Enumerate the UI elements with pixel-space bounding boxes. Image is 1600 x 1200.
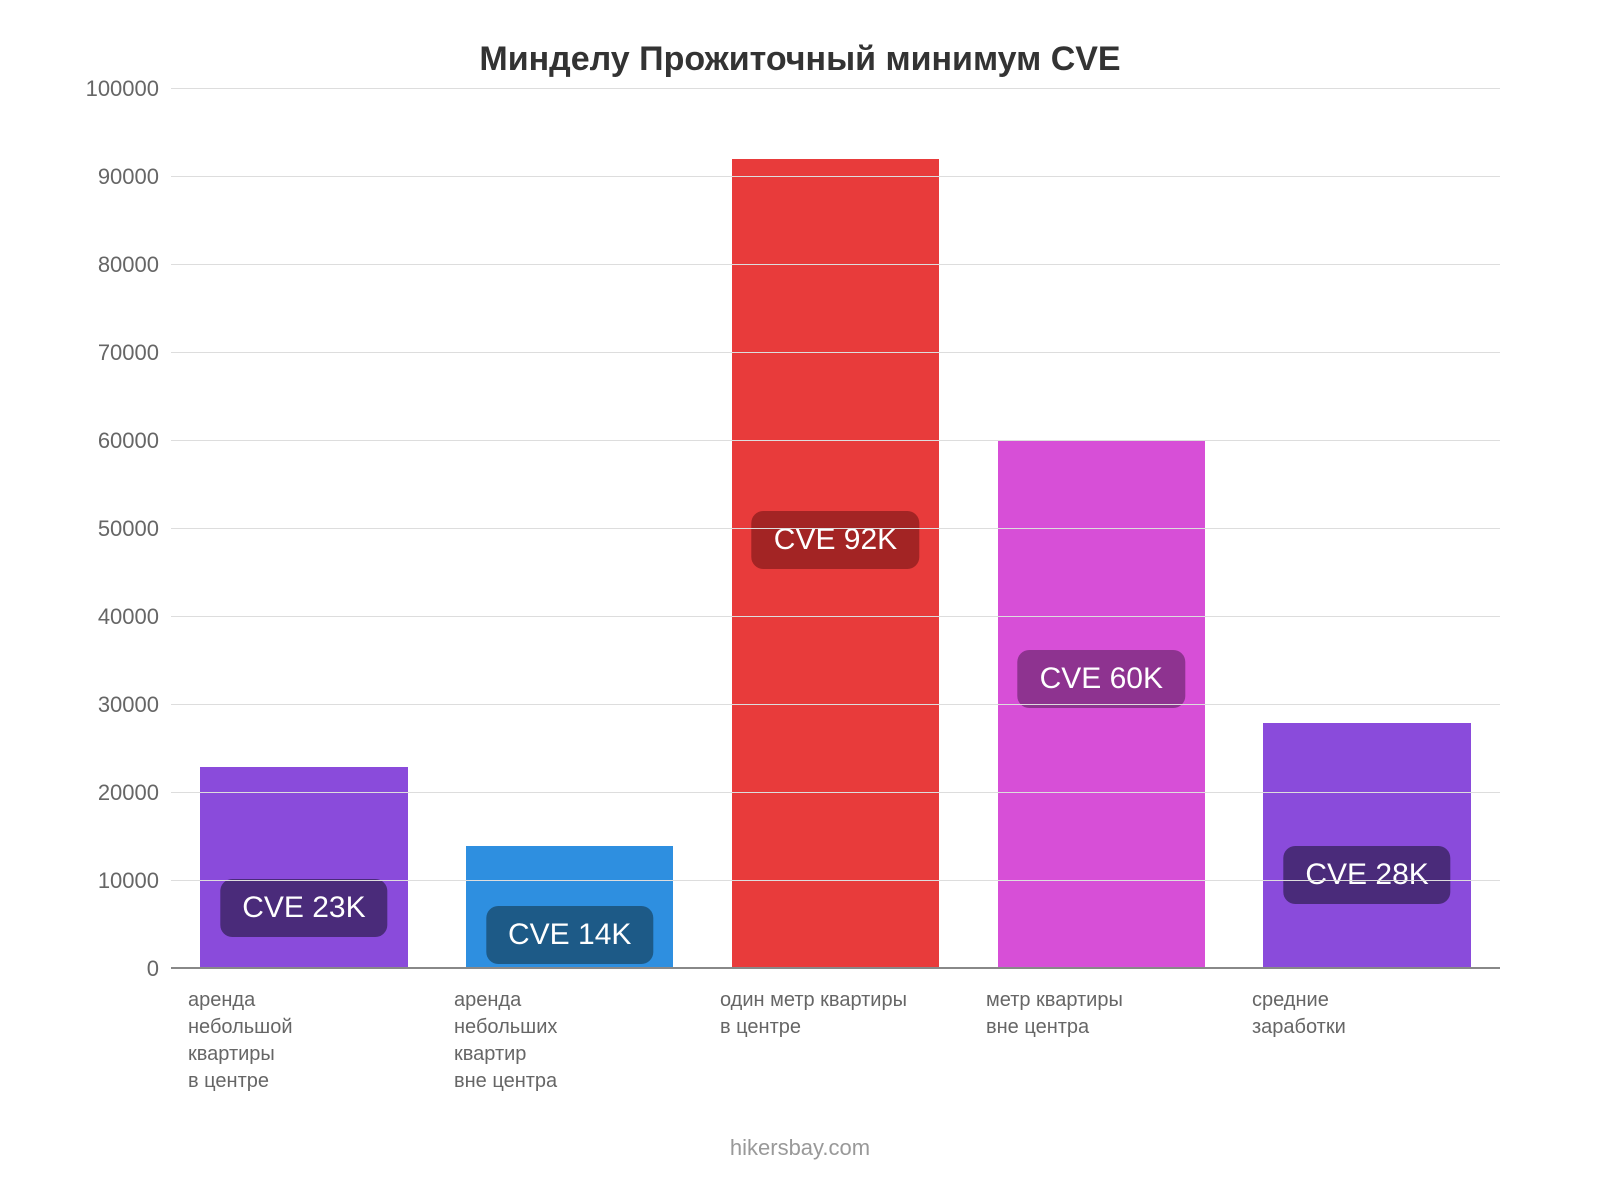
x-axis-line	[171, 967, 1500, 969]
plot-area: 0100002000030000400005000060000700008000…	[170, 89, 1500, 969]
y-tick-label: 80000	[61, 252, 171, 278]
y-tick-label: 10000	[61, 868, 171, 894]
y-tick-label: 70000	[61, 340, 171, 366]
y-tick-label: 40000	[61, 604, 171, 630]
bar-slot: CVE 14K	[437, 89, 703, 969]
bar: CVE 14K	[466, 846, 673, 969]
grid-line	[171, 440, 1500, 441]
value-badge: CVE 14K	[486, 906, 653, 964]
value-badge: CVE 23K	[220, 879, 387, 937]
value-badge: CVE 60K	[1018, 650, 1185, 708]
y-tick-label: 100000	[61, 76, 171, 102]
grid-line	[171, 528, 1500, 529]
grid-line	[171, 352, 1500, 353]
bar-slot: CVE 60K	[968, 89, 1234, 969]
chart-container: Минделу Прожиточный минимум CVE 01000020…	[0, 0, 1600, 1200]
y-tick-label: 30000	[61, 692, 171, 718]
bar: CVE 28K	[1263, 723, 1470, 969]
x-axis-labels: аренда небольшой квартиры в центреаренда…	[170, 987, 1500, 1095]
bar: CVE 23K	[200, 767, 407, 969]
grid-line	[171, 880, 1500, 881]
bar-slot: CVE 28K	[1234, 89, 1500, 969]
bar: CVE 92K	[732, 159, 939, 969]
attribution-text: hikersbay.com	[60, 1135, 1540, 1161]
y-tick-label: 20000	[61, 780, 171, 806]
y-tick-label: 50000	[61, 516, 171, 542]
value-badge: CVE 92K	[752, 511, 919, 569]
x-axis-label: один метр квартиры в центре	[702, 987, 968, 1095]
y-tick-label: 0	[61, 956, 171, 982]
value-badge: CVE 28K	[1283, 846, 1450, 904]
x-axis-label: средние заработки	[1234, 987, 1500, 1095]
bars-container: CVE 23K CVE 14K CVE 92K CVE 60K CVE 28K	[171, 89, 1500, 969]
y-tick-label: 60000	[61, 428, 171, 454]
bar: CVE 60K	[998, 441, 1205, 969]
grid-line	[171, 88, 1500, 89]
x-axis-label: аренда небольшой квартиры в центре	[170, 987, 436, 1095]
grid-line	[171, 616, 1500, 617]
chart-title: Минделу Прожиточный минимум CVE	[60, 40, 1540, 79]
bar-slot: CVE 23K	[171, 89, 437, 969]
x-axis-label: аренда небольших квартир вне центра	[436, 987, 702, 1095]
grid-line	[171, 176, 1500, 177]
y-axis: 0100002000030000400005000060000700008000…	[61, 89, 171, 969]
x-axis-label: метр квартиры вне центра	[968, 987, 1234, 1095]
y-tick-label: 90000	[61, 164, 171, 190]
grid-line	[171, 264, 1500, 265]
grid-line	[171, 704, 1500, 705]
grid-line	[171, 792, 1500, 793]
bar-slot: CVE 92K	[703, 89, 969, 969]
